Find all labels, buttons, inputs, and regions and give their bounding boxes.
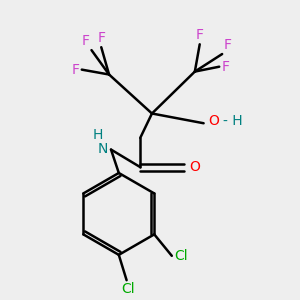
Text: - H: - H <box>223 114 243 128</box>
Text: N: N <box>98 142 108 156</box>
Text: F: F <box>72 63 80 76</box>
Text: Cl: Cl <box>122 282 135 296</box>
Text: O: O <box>189 160 200 174</box>
Text: H: H <box>93 128 103 142</box>
Text: F: F <box>82 34 90 48</box>
Text: F: F <box>196 28 204 42</box>
Text: F: F <box>224 38 232 52</box>
Text: O: O <box>208 114 219 128</box>
Text: F: F <box>97 31 105 45</box>
Text: Cl: Cl <box>174 249 188 263</box>
Text: F: F <box>221 60 229 74</box>
